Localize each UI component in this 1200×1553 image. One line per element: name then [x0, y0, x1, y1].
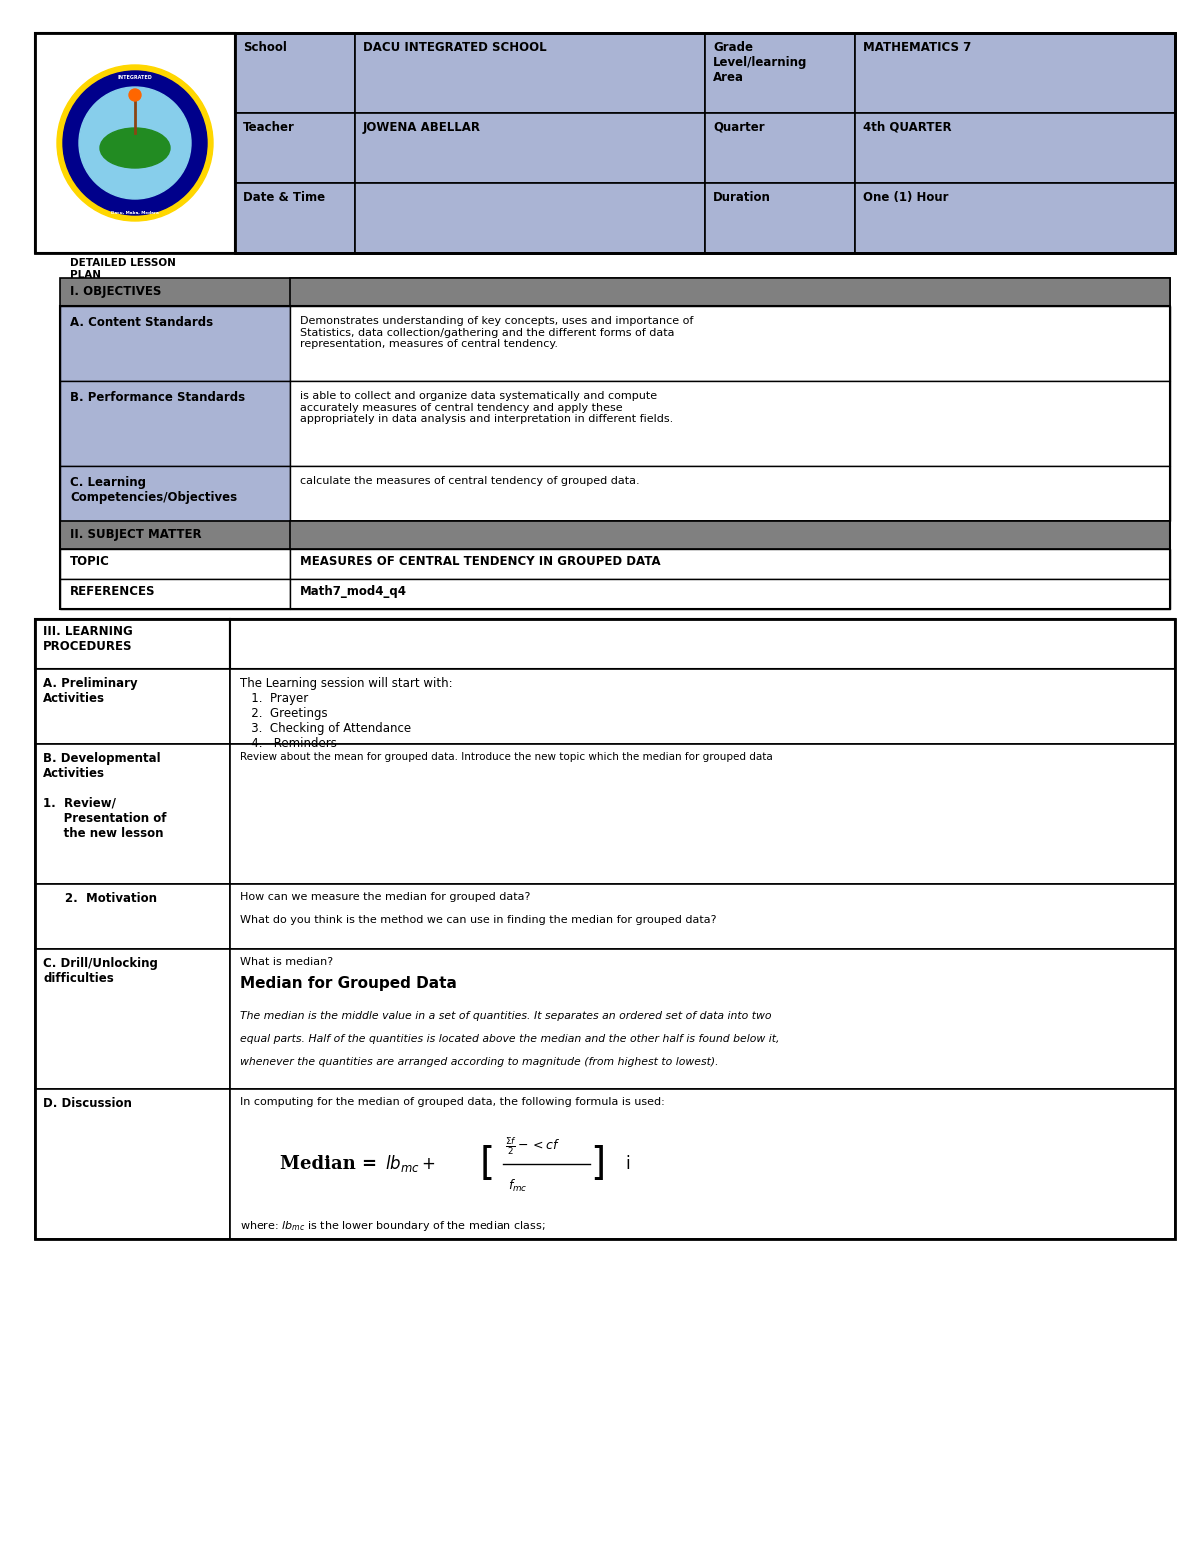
Text: C. Learning
Competencies/Objectives: C. Learning Competencies/Objectives — [70, 477, 238, 505]
FancyBboxPatch shape — [35, 620, 230, 669]
Text: MATHEMATICS 7: MATHEMATICS 7 — [863, 40, 971, 54]
Text: 2.  Motivation: 2. Motivation — [65, 891, 157, 905]
FancyBboxPatch shape — [235, 33, 355, 113]
FancyBboxPatch shape — [35, 744, 230, 884]
Text: where: $lb_{mc}$ is the lower boundary of the median class;: where: $lb_{mc}$ is the lower boundary o… — [240, 1219, 546, 1233]
FancyBboxPatch shape — [290, 466, 1170, 520]
Text: Math7_mod4_q4: Math7_mod4_q4 — [300, 585, 407, 598]
Text: Demonstrates understanding of key concepts, uses and importance of
Statistics, d: Demonstrates understanding of key concep… — [300, 315, 694, 349]
Text: Duration: Duration — [713, 191, 770, 203]
Text: What is median?: What is median? — [240, 957, 334, 968]
Text: III. LEARNING
PROCEDURES: III. LEARNING PROCEDURES — [43, 624, 133, 652]
Text: REFERENCES: REFERENCES — [70, 585, 156, 598]
Text: Teacher: Teacher — [244, 121, 295, 134]
FancyBboxPatch shape — [290, 550, 1170, 579]
FancyBboxPatch shape — [35, 949, 230, 1089]
FancyBboxPatch shape — [60, 306, 290, 380]
Text: [: [ — [480, 1145, 496, 1183]
FancyBboxPatch shape — [290, 278, 1170, 306]
FancyBboxPatch shape — [230, 884, 1175, 949]
FancyBboxPatch shape — [856, 183, 1175, 253]
Text: II. SUBJECT MATTER: II. SUBJECT MATTER — [70, 528, 202, 542]
FancyBboxPatch shape — [60, 466, 290, 520]
FancyBboxPatch shape — [60, 550, 290, 579]
Text: One (1) Hour: One (1) Hour — [863, 191, 948, 203]
Text: Dacu, Maba, Medara: Dacu, Maba, Medara — [112, 211, 158, 214]
FancyBboxPatch shape — [235, 113, 355, 183]
FancyBboxPatch shape — [230, 620, 1175, 669]
Text: Median =: Median = — [280, 1155, 383, 1173]
Text: DACU INTEGRATED SCHOOL: DACU INTEGRATED SCHOOL — [364, 40, 547, 54]
FancyBboxPatch shape — [355, 113, 706, 183]
FancyBboxPatch shape — [230, 1089, 1175, 1239]
Text: 4th QUARTER: 4th QUARTER — [863, 121, 952, 134]
Text: Date & Time: Date & Time — [244, 191, 325, 203]
Text: INTEGRATED: INTEGRATED — [118, 76, 152, 81]
Text: MEASURES OF CENTRAL TENDENCY IN GROUPED DATA: MEASURES OF CENTRAL TENDENCY IN GROUPED … — [300, 554, 661, 568]
Circle shape — [64, 71, 208, 214]
Text: JOWENA ABELLAR: JOWENA ABELLAR — [364, 121, 481, 134]
FancyBboxPatch shape — [60, 278, 1170, 306]
Text: $lb_{mc}+$: $lb_{mc}+$ — [385, 1154, 436, 1174]
FancyBboxPatch shape — [355, 33, 706, 113]
Text: TOPIC: TOPIC — [70, 554, 110, 568]
FancyBboxPatch shape — [856, 33, 1175, 113]
Text: B. Performance Standards: B. Performance Standards — [70, 391, 245, 404]
Text: is able to collect and organize data systematically and compute
accurately measu: is able to collect and organize data sys… — [300, 391, 673, 424]
Text: calculate the measures of central tendency of grouped data.: calculate the measures of central tenden… — [300, 477, 640, 486]
Text: D. Discussion: D. Discussion — [43, 1096, 132, 1110]
FancyBboxPatch shape — [290, 380, 1170, 466]
Text: Median for Grouped Data: Median for Grouped Data — [240, 975, 457, 991]
Ellipse shape — [100, 127, 170, 168]
Text: How can we measure the median for grouped data?

What do you think is the method: How can we measure the median for groupe… — [240, 891, 716, 926]
Text: C. Drill/Unlocking
difficulties: C. Drill/Unlocking difficulties — [43, 957, 158, 985]
Text: Review about the mean for grouped data. Introduce the new topic which the median: Review about the mean for grouped data. … — [240, 752, 773, 763]
Text: B. Developmental
Activities

1.  Review/
     Presentation of
     the new lesso: B. Developmental Activities 1. Review/ P… — [43, 752, 167, 840]
FancyBboxPatch shape — [706, 113, 856, 183]
Text: $f_{mc}$: $f_{mc}$ — [508, 1177, 528, 1194]
FancyBboxPatch shape — [35, 33, 235, 253]
FancyBboxPatch shape — [35, 884, 230, 949]
Text: Quarter: Quarter — [713, 121, 764, 134]
FancyBboxPatch shape — [60, 579, 290, 609]
FancyBboxPatch shape — [856, 113, 1175, 183]
Text: I. OBJECTIVES: I. OBJECTIVES — [70, 286, 161, 298]
FancyBboxPatch shape — [230, 669, 1175, 744]
Circle shape — [79, 87, 191, 199]
Text: Grade
Level/learning
Area: Grade Level/learning Area — [713, 40, 808, 84]
FancyBboxPatch shape — [706, 183, 856, 253]
FancyBboxPatch shape — [355, 183, 706, 253]
FancyBboxPatch shape — [290, 579, 1170, 609]
FancyBboxPatch shape — [706, 33, 856, 113]
Text: ]: ] — [590, 1145, 605, 1183]
FancyBboxPatch shape — [35, 669, 230, 744]
Text: In computing for the median of grouped data, the following formula is used:: In computing for the median of grouped d… — [240, 1096, 665, 1107]
FancyBboxPatch shape — [290, 520, 1170, 550]
FancyBboxPatch shape — [230, 744, 1175, 884]
FancyBboxPatch shape — [230, 949, 1175, 1089]
FancyBboxPatch shape — [60, 380, 290, 466]
Text: The median is the middle value in a set of quantities. It separates an ordered s: The median is the middle value in a set … — [240, 1011, 780, 1067]
FancyBboxPatch shape — [290, 306, 1170, 380]
FancyBboxPatch shape — [235, 183, 355, 253]
Text: A. Content Standards: A. Content Standards — [70, 315, 214, 329]
Text: A. Preliminary
Activities: A. Preliminary Activities — [43, 677, 138, 705]
Circle shape — [58, 65, 214, 221]
FancyBboxPatch shape — [35, 1089, 230, 1239]
Text: $\frac{\Sigma f}{2} - {<}cf$: $\frac{\Sigma f}{2} - {<}cf$ — [505, 1135, 560, 1157]
FancyBboxPatch shape — [60, 520, 1170, 550]
Text: School: School — [244, 40, 287, 54]
Text: DETAILED LESSON
PLAN: DETAILED LESSON PLAN — [70, 258, 176, 280]
Text: i: i — [625, 1155, 630, 1173]
Circle shape — [130, 89, 142, 101]
Text: The Learning session will start with:
   1.  Prayer
   2.  Greetings
   3.  Chec: The Learning session will start with: 1.… — [240, 677, 452, 750]
